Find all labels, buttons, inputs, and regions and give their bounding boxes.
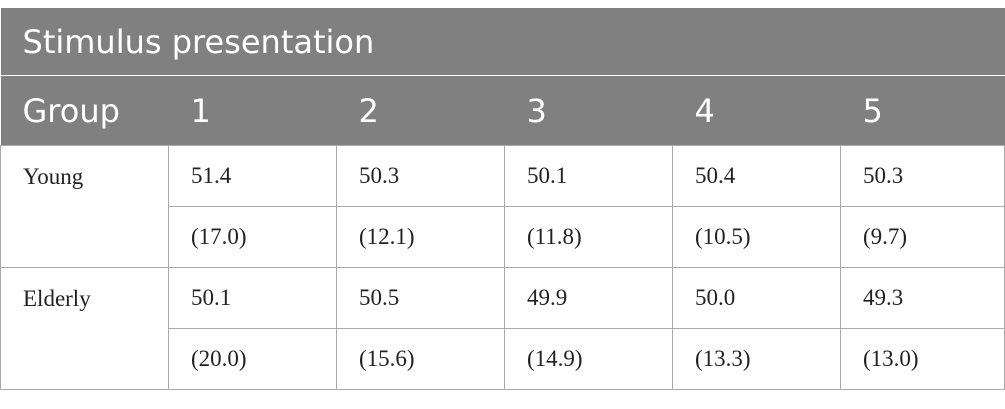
sd-cell: (17.0)	[168, 206, 337, 268]
sd-cell: (20.0)	[168, 328, 337, 390]
mean-cell: 50.3	[839, 145, 1005, 207]
mean-cell: 50.3	[336, 145, 505, 207]
data-table: Stimulus presentation Group 1 2 3 4 5 Young 51…	[0, 8, 1005, 390]
header-cell: 5	[840, 75, 1005, 146]
header-cell: 2	[336, 75, 505, 146]
sd-cell: (13.0)	[839, 328, 1005, 390]
mean-cell: 49.9	[504, 267, 673, 329]
mean-row: Young 51.4 50.3 50.1 50.4 50.3	[0, 145, 1005, 268]
sd-cell: (15.6)	[336, 328, 505, 390]
header-cell: Group	[0, 75, 169, 146]
mean-cell: 50.4	[672, 145, 841, 207]
header-cell: 1	[168, 75, 337, 146]
table-head: Stimulus presentation Group 1 2 3 4 5	[0, 8, 1005, 146]
mean-cell: 51.4	[168, 145, 337, 207]
mean-cell: 50.5	[336, 267, 505, 329]
title-row: Stimulus presentation	[0, 8, 1005, 76]
header-row: Group 1 2 3 4 5	[0, 75, 1005, 146]
sd-cell: (13.3)	[672, 328, 841, 390]
mean-row: Elderly 50.1 50.5 49.9 50.0 49.3	[0, 267, 1005, 390]
group-cell: Young	[0, 145, 169, 268]
header-cell: 4	[672, 75, 841, 146]
group-cell: Elderly	[0, 267, 169, 390]
table-title: Stimulus presentation	[0, 8, 1005, 76]
sd-cell: (14.9)	[504, 328, 673, 390]
mean-cell: 50.1	[168, 267, 337, 329]
sd-cell: (10.5)	[672, 206, 841, 268]
sd-cell: (11.8)	[504, 206, 673, 268]
header-cell: 3	[504, 75, 673, 146]
mean-cell: 50.0	[672, 267, 841, 329]
mean-cell: 50.1	[504, 145, 673, 207]
table-body: Young 51.4 50.3 50.1 50.4 50.3 (17.0) (12.1) (11…	[0, 145, 1005, 390]
mean-cell: 49.3	[839, 267, 1005, 329]
sd-row: (20.0) (15.6) (14.9) (13.3) (13.0)	[1, 328, 1005, 390]
sd-cell: (12.1)	[336, 206, 505, 268]
sd-cell: (9.7)	[839, 206, 1005, 268]
